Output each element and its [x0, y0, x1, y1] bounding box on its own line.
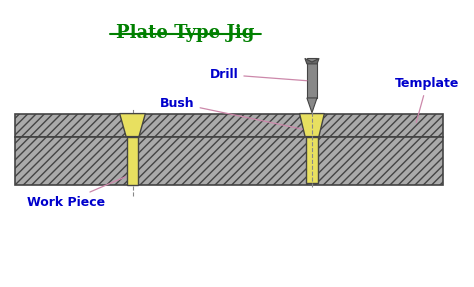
Text: Template: Template — [395, 77, 459, 123]
Bar — [306, 137, 318, 183]
Bar — [15, 114, 443, 137]
Bar — [307, 58, 317, 98]
Bar — [15, 114, 443, 137]
Polygon shape — [300, 114, 324, 137]
Bar — [15, 137, 443, 185]
Bar — [15, 137, 443, 185]
Bar — [127, 137, 138, 185]
Text: Plate Type Jig: Plate Type Jig — [116, 24, 255, 42]
Text: Bush: Bush — [160, 96, 302, 129]
Polygon shape — [305, 58, 319, 64]
Text: Drill: Drill — [210, 68, 307, 81]
Polygon shape — [307, 98, 317, 113]
Polygon shape — [119, 114, 146, 137]
Text: Work Piece: Work Piece — [27, 177, 125, 209]
